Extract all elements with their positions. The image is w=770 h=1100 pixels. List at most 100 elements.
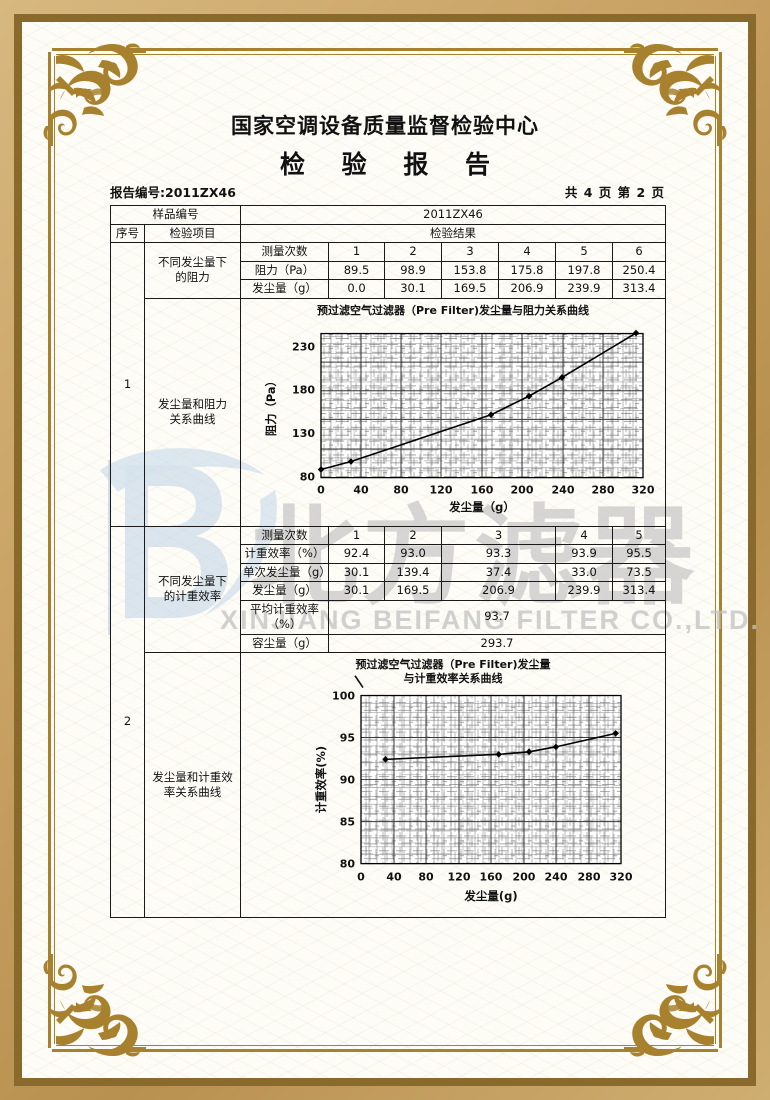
table-row: 计重效率（%） 92.4 93.0 93.3 93.9 95.5 bbox=[111, 544, 667, 564]
table-row: 1 不同发尘量下 的阻力 测量次数 1 2 3 4 5 6 bbox=[110, 242, 667, 527]
svg-text:160: 160 bbox=[471, 483, 494, 496]
cell: 0.0 bbox=[328, 279, 385, 299]
svg-text:240: 240 bbox=[545, 871, 568, 884]
svg-text:200: 200 bbox=[513, 871, 536, 884]
header-seq: 序号 bbox=[110, 223, 145, 244]
cell: 239.9 bbox=[555, 279, 613, 299]
line1: 不同发尘量下 bbox=[158, 254, 227, 269]
table-row: 发尘量和阻力 关系曲线 预过滤空气过滤器（Pre Filter)发尘量与阻力关系… bbox=[111, 297, 667, 527]
cell: 3 bbox=[441, 242, 499, 262]
efficiency-chart-cell: 预过滤空气过滤器（Pre Filter)发尘量 与计重效率关系曲线 bbox=[239, 652, 667, 919]
document-title: 检 验 报 告 bbox=[279, 150, 505, 179]
cell: 92.4 bbox=[328, 544, 385, 564]
table-row: 容尘量（g） 293.7 bbox=[111, 633, 667, 654]
cell: 313.4 bbox=[611, 581, 667, 601]
svg-text:100: 100 bbox=[332, 690, 355, 703]
cell: 169.5 bbox=[384, 581, 442, 601]
line1: 发尘量和计重效 bbox=[152, 769, 233, 784]
svg-text:280: 280 bbox=[592, 483, 615, 496]
cell: 30.1 bbox=[328, 581, 385, 601]
row-label: 容尘量（g） bbox=[240, 633, 329, 654]
svg-text:阻力（Pa）: 阻力（Pa） bbox=[264, 375, 278, 436]
cell: 37.4 bbox=[441, 562, 556, 583]
line1: 不同发尘量下 bbox=[158, 573, 227, 588]
svg-text:130: 130 bbox=[292, 427, 315, 440]
line2: 的阻力 bbox=[175, 270, 210, 285]
cell: 33.0 bbox=[555, 562, 613, 583]
ornament-corner-top-right-icon bbox=[620, 30, 740, 150]
cell: 4 bbox=[498, 242, 556, 262]
line2: 的计重效率 bbox=[163, 589, 222, 604]
report-number: 报告编号:2011ZX46 bbox=[110, 182, 236, 201]
cell: 30.1 bbox=[384, 279, 442, 299]
cell: 1 bbox=[328, 525, 385, 546]
row-label: 单次发尘量（g） bbox=[240, 562, 331, 583]
cell: 5 bbox=[555, 242, 613, 262]
ornament-corner-bottom-left-icon bbox=[30, 950, 150, 1070]
resistance-chart: 预过滤空气过滤器（Pre Filter)发尘量与阻力关系曲线 bbox=[243, 300, 663, 525]
svg-text:120: 120 bbox=[448, 871, 471, 884]
row-label: 发尘量（g） bbox=[240, 279, 329, 299]
frame-rule-right bbox=[719, 52, 722, 1048]
cell: 206.9 bbox=[498, 279, 556, 299]
svg-text:280: 280 bbox=[578, 871, 601, 884]
line2: 关系曲线 bbox=[169, 412, 216, 427]
svg-text:80: 80 bbox=[393, 483, 409, 496]
table-header-row: 序号 检验项目 检验结果 bbox=[110, 223, 667, 244]
cell: 175.8 bbox=[498, 260, 556, 281]
cell: 250.4 bbox=[611, 260, 667, 281]
resistance-chart-plot: 80 130 180 230 0 40 80 120 bbox=[264, 329, 655, 514]
row-label: 测量次数 bbox=[240, 242, 329, 262]
cell: 239.9 bbox=[555, 581, 613, 601]
svg-text:90: 90 bbox=[340, 774, 356, 787]
frame-rule-left bbox=[48, 52, 51, 1048]
svg-text:85: 85 bbox=[340, 816, 355, 829]
svg-text:240: 240 bbox=[552, 483, 575, 496]
sample-number-value: 2011ZX46 bbox=[239, 205, 667, 225]
row-label: 计重效率（%） bbox=[240, 544, 329, 564]
section1-resistance-item: 不同发尘量下 的阻力 bbox=[144, 242, 241, 299]
report-number-label: 报告编号: bbox=[110, 185, 165, 200]
svg-text:180: 180 bbox=[292, 383, 315, 396]
cell: 293.7 bbox=[327, 633, 667, 654]
cell: 1 bbox=[328, 242, 385, 262]
section1-chart-item: 发尘量和阻力 关系曲线 bbox=[144, 297, 241, 527]
cell: 206.9 bbox=[441, 581, 556, 601]
efficiency-chart-title: 预过滤空气过滤器（Pre Filter)发尘量 与计重效率关系曲线 bbox=[243, 658, 663, 686]
svg-text:0: 0 bbox=[357, 871, 365, 884]
frame-hairline-right bbox=[715, 56, 716, 1044]
cell: 169.5 bbox=[441, 279, 499, 299]
svg-text:发尘量（g）: 发尘量（g） bbox=[448, 500, 515, 514]
cell: 2 bbox=[384, 242, 442, 262]
sample-number-label: 样品编号 bbox=[110, 205, 241, 225]
line2: 率关系曲线 bbox=[163, 785, 222, 800]
ornament-corner-top-left-icon bbox=[30, 30, 150, 150]
cell: 98.9 bbox=[384, 260, 442, 281]
section2-seq: 2 bbox=[110, 525, 145, 919]
table-row: 平均计重效率（%） 93.7 bbox=[111, 599, 667, 635]
row-label: 阻力（Pa） bbox=[240, 260, 329, 281]
table-row: 阻力（Pa） 89.5 98.9 153.8 175.8 197.8 250.4 bbox=[111, 260, 667, 281]
svg-text:230: 230 bbox=[292, 340, 315, 353]
header-item: 检验项目 bbox=[144, 223, 241, 244]
cell: 197.8 bbox=[555, 260, 613, 281]
cell: 139.4 bbox=[384, 562, 442, 583]
cell: 3 bbox=[441, 525, 556, 546]
report-number-value: 2011ZX46 bbox=[165, 185, 236, 200]
table-row: 单次发尘量（g） 30.1 139.4 37.4 33.0 73.5 bbox=[111, 562, 667, 583]
cell: 4 bbox=[555, 525, 613, 546]
cell: 93.7 bbox=[327, 599, 667, 635]
resistance-chart-cell: 预过滤空气过滤器（Pre Filter)发尘量与阻力关系曲线 bbox=[239, 297, 667, 527]
svg-text:80: 80 bbox=[300, 470, 316, 483]
table-row: 发尘量（g） 30.1 169.5 206.9 239.9 313.4 bbox=[111, 581, 667, 601]
cell: 89.5 bbox=[328, 260, 385, 281]
section2-chart-item: 发尘量和计重效 率关系曲线 bbox=[144, 652, 241, 919]
cell: 2 bbox=[384, 525, 442, 546]
svg-text:320: 320 bbox=[632, 483, 655, 496]
cell: 73.5 bbox=[611, 562, 667, 583]
frame-hairline-left bbox=[54, 56, 55, 1044]
table-row: 发尘量（g） 0.0 30.1 169.5 206.9 239.9 313.4 bbox=[111, 279, 667, 299]
table-row: 发尘量和计重效 率关系曲线 预过滤空气过滤器（Pre Filter)发尘量 与计… bbox=[111, 652, 667, 919]
sample-number-row: 样品编号 2011ZX46 bbox=[110, 205, 667, 225]
svg-text:40: 40 bbox=[386, 871, 402, 884]
